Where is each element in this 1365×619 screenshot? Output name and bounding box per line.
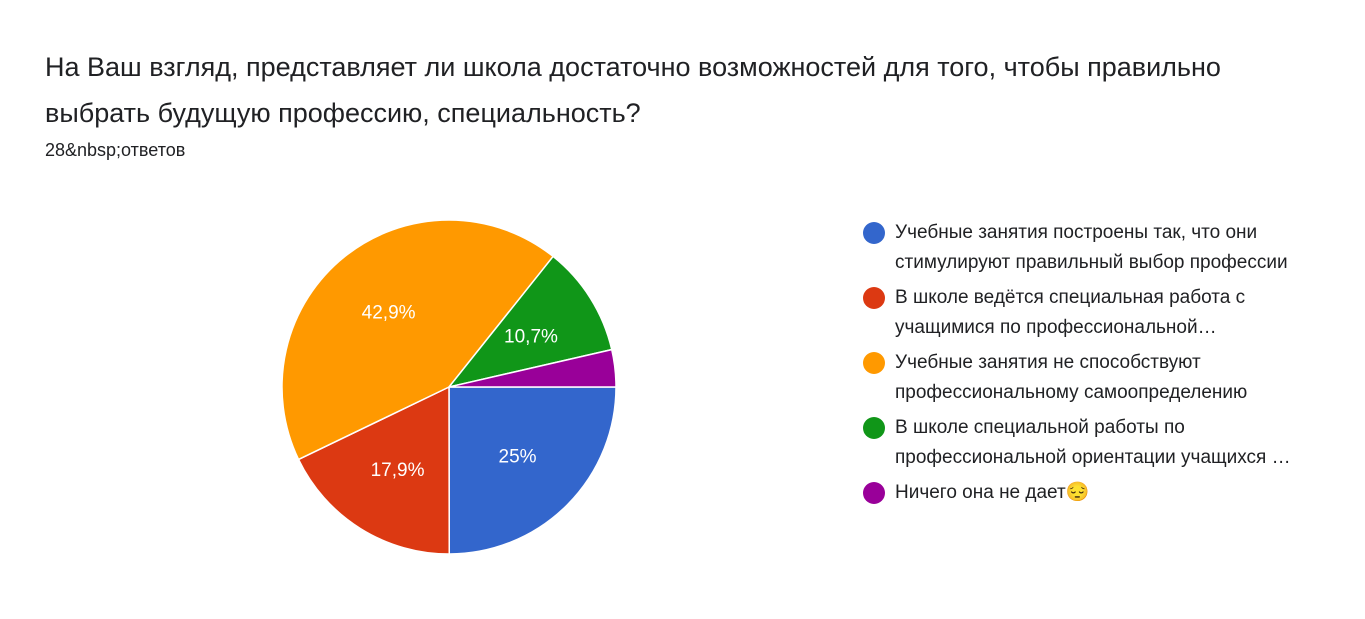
pie-slice[interactable] bbox=[448, 386, 617, 555]
response-count: 28&nbsp;ответов bbox=[45, 140, 186, 160]
pie-slice[interactable] bbox=[281, 219, 555, 461]
pie-slice[interactable] bbox=[447, 255, 613, 389]
pie-slice[interactable] bbox=[297, 385, 451, 555]
legend-item[interactable]: Учебные занятия построены так, что они с… bbox=[861, 218, 1301, 277]
legend-label: Учебные занятия не способствуют професси… bbox=[895, 352, 1248, 403]
legend-color-dot-icon bbox=[863, 222, 885, 244]
legend-color-dot-icon bbox=[863, 482, 885, 504]
legend-color-dot-icon bbox=[863, 352, 885, 374]
chart-legend: Учебные занятия построены так, что они с… bbox=[861, 218, 1301, 514]
slice-percent-label: 17,9% bbox=[371, 460, 425, 481]
legend-item[interactable]: Учебные занятия не способствуют професси… bbox=[861, 348, 1301, 407]
legend-label: Ничего она не дает😔 bbox=[895, 482, 1090, 503]
legend-label: В школе ведётся специальная работа с уча… bbox=[895, 287, 1246, 338]
legend-color-dot-icon bbox=[863, 287, 885, 309]
legend-item[interactable]: В школе специальной работы по профессион… bbox=[861, 413, 1301, 472]
legend-color-dot-icon bbox=[863, 417, 885, 439]
slice-percent-label: 10,7% bbox=[504, 326, 558, 347]
legend-label: В школе специальной работы по профессион… bbox=[895, 417, 1293, 468]
legend-item[interactable]: Ничего она не дает😔 bbox=[861, 478, 1301, 508]
legend-label: Учебные занятия построены так, что они с… bbox=[895, 222, 1288, 273]
pie-slice[interactable] bbox=[448, 348, 617, 388]
slice-percent-label: 42,9% bbox=[362, 302, 416, 323]
slice-percent-label: 25% bbox=[499, 446, 537, 467]
legend-item[interactable]: В школе ведётся специальная работа с уча… bbox=[861, 283, 1301, 342]
chart-title: На Ваш взгляд, представляет ли школа дос… bbox=[45, 52, 1221, 128]
